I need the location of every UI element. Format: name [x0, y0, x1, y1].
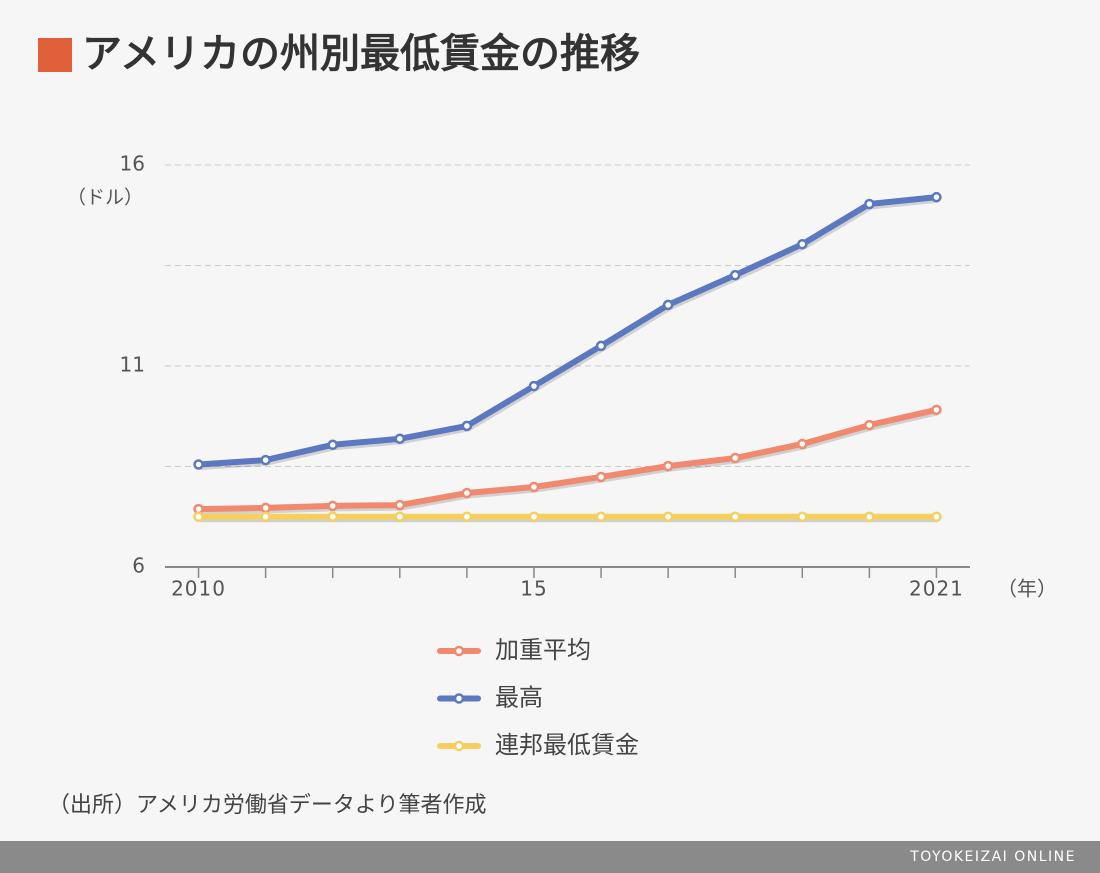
point: [461, 511, 473, 522]
point: [662, 460, 674, 472]
line: [198, 406, 938, 513]
point: [461, 420, 473, 432]
point: [394, 433, 406, 445]
point: [193, 459, 204, 470]
y-axis-label: （ドル）: [67, 187, 143, 209]
point: [595, 511, 607, 522]
legend-marker: [453, 645, 465, 657]
point: [260, 502, 271, 514]
point: [327, 439, 338, 451]
legend-marker: [453, 693, 465, 704]
y-tick-label: 6: [132, 554, 145, 578]
point: [394, 511, 406, 522]
legend-label: 最高: [495, 684, 543, 712]
point: [595, 471, 607, 483]
point: [729, 452, 741, 464]
point: [797, 238, 808, 250]
point: [931, 404, 942, 416]
point: [864, 511, 875, 522]
point: [864, 198, 875, 210]
point: [797, 511, 808, 522]
point: [864, 419, 875, 431]
point: [662, 511, 674, 522]
point: [193, 511, 204, 522]
point: [729, 269, 741, 281]
x-tick-label: 2021: [909, 577, 964, 601]
x-tick-label: 15: [520, 577, 547, 601]
point: [327, 500, 338, 512]
credit: TOYOKEIZAI ONLINE: [909, 849, 1076, 865]
line: [198, 194, 937, 468]
title-marker: [38, 38, 72, 72]
point: [528, 380, 540, 392]
point: [931, 191, 942, 203]
y-tick-label: 11: [120, 353, 145, 377]
point: [260, 511, 271, 522]
footer-bar: [0, 841, 1100, 873]
point: [931, 511, 942, 522]
x-tick-label: 2010: [171, 577, 226, 601]
source-note: （出所）アメリカ労働省データより筆者作成: [48, 793, 486, 818]
chart-title: アメリカの州別最低賃金の推移: [82, 31, 640, 77]
point: [260, 454, 271, 466]
point: [729, 511, 741, 522]
legend-marker: [453, 740, 465, 752]
point: [394, 499, 406, 511]
point: [327, 511, 338, 522]
point: [461, 487, 473, 499]
point: [595, 340, 607, 352]
point: [528, 481, 540, 493]
legend-label: 連邦最低賃金: [495, 731, 639, 759]
y-tick-label: 16: [120, 152, 145, 176]
point: [662, 299, 674, 311]
point: [797, 438, 808, 450]
point: [528, 511, 540, 522]
x-axis-label: （年）: [997, 577, 1057, 601]
legend-label: 加重平均: [495, 636, 591, 664]
